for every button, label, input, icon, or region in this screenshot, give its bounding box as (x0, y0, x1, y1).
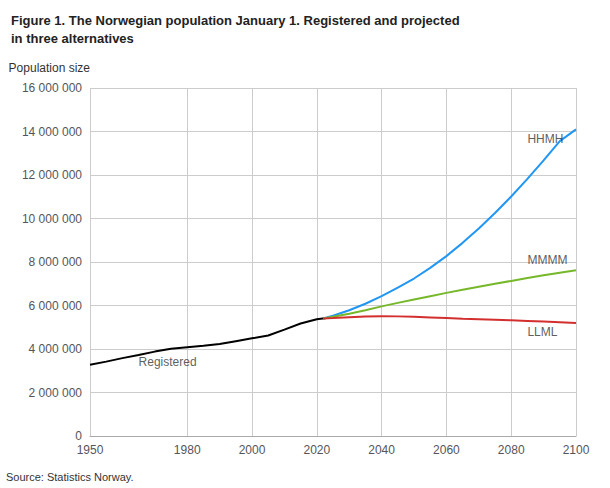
svg-text:10 000 000: 10 000 000 (22, 212, 82, 226)
svg-text:1950: 1950 (77, 443, 104, 457)
svg-text:16 000 000: 16 000 000 (22, 81, 82, 95)
svg-text:6 000 000: 6 000 000 (29, 299, 83, 313)
svg-text:MMMM: MMMM (527, 253, 567, 267)
svg-text:2100: 2100 (563, 443, 590, 457)
svg-text:Registered: Registered (139, 355, 197, 369)
svg-text:LLML: LLML (527, 325, 557, 339)
svg-text:Population size: Population size (9, 61, 91, 75)
svg-text:Source: Statistics Norway.: Source: Statistics Norway. (6, 471, 134, 483)
svg-text:2 000 000: 2 000 000 (29, 386, 83, 400)
svg-text:2060: 2060 (433, 443, 460, 457)
svg-text:in three alternatives: in three alternatives (11, 31, 134, 46)
svg-text:Figure 1. The Norwegian popula: Figure 1. The Norwegian population Janua… (11, 13, 460, 28)
svg-text:12 000 000: 12 000 000 (22, 168, 82, 182)
svg-text:14 000 000: 14 000 000 (22, 125, 82, 139)
svg-text:2080: 2080 (498, 443, 525, 457)
svg-text:8 000 000: 8 000 000 (29, 255, 83, 269)
svg-text:1980: 1980 (174, 443, 201, 457)
svg-text:0: 0 (75, 429, 82, 443)
svg-text:HHMH: HHMH (527, 132, 563, 146)
svg-text:2020: 2020 (303, 443, 330, 457)
svg-text:2000: 2000 (239, 443, 266, 457)
svg-text:2040: 2040 (368, 443, 395, 457)
svg-text:4 000 000: 4 000 000 (29, 342, 83, 356)
